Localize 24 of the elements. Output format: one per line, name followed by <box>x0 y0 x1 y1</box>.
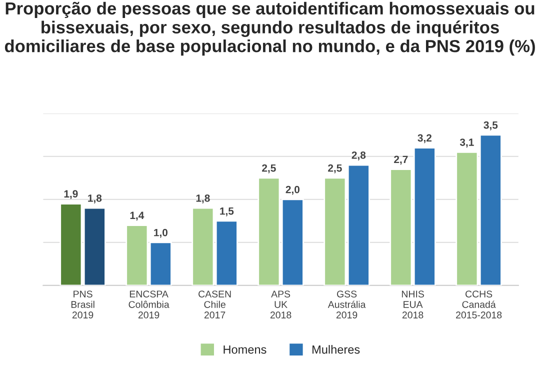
x-tick-label: CASEN Chile 2017 <box>198 290 231 318</box>
x-tick-label: ENCSPA Colômbia 2019 <box>128 290 170 318</box>
data-label: 1,0 <box>154 228 168 238</box>
data-label: 2,0 <box>286 186 300 195</box>
data-label: 1,4 <box>130 212 144 221</box>
data-label: 1,9 <box>64 190 78 200</box>
x-tick-label: NHIS EUA 2018 <box>402 290 424 318</box>
x-tick-label: PNS Brasil 2019 <box>71 290 94 318</box>
data-label: 3,2 <box>418 134 432 144</box>
data-label: 1,5 <box>220 207 234 216</box>
data-label: 2,5 <box>262 164 276 174</box>
legend-label: Mulheres <box>312 345 360 354</box>
data-label: 2,8 <box>352 151 366 160</box>
x-tick-label: GSS Austrália 2019 <box>328 290 366 318</box>
data-label: 2,7 <box>394 156 408 165</box>
x-tick-label: CCHS Canadá 2015-2018 <box>456 290 502 318</box>
legend-label: Homens <box>224 345 266 354</box>
data-label: 2,5 <box>328 164 342 174</box>
x-tick-label: APS UK 2018 <box>270 290 292 318</box>
data-label: 3,5 <box>484 121 498 130</box>
data-label: 3,1 <box>460 138 474 148</box>
data-label: 1,8 <box>196 194 210 204</box>
chart-title: Proporção de pessoas que se autoidentificam homossexuais ou bissexuais, por sexo, segundo resultados de inquéritos domiciliares de base populacional no mundo, e da PNS 2019 (%) <box>4 2 535 56</box>
data-label: 1,8 <box>88 194 102 204</box>
